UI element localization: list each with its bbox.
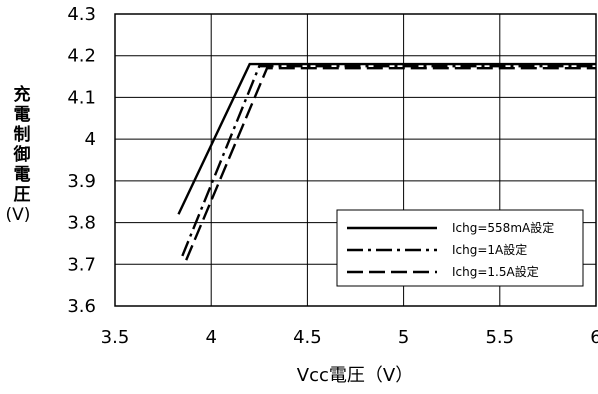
y-axis-label-char: 電: [14, 165, 31, 185]
x-tick-label: 6: [590, 327, 598, 348]
legend-label-3: Ichg=1.5A設定: [452, 264, 539, 279]
y-axis-label-char: 制: [14, 124, 31, 145]
y-axis-label-char: 充: [14, 84, 31, 105]
x-tick-label: 3.5: [101, 327, 130, 348]
y-axis-label-char: 圧: [14, 185, 31, 205]
legend-label-1: Ichg=558mA設定: [452, 220, 554, 235]
y-tick-labels: 3.6 3.7 3.8 3.9 4 4.1 4.2 4.3: [67, 4, 96, 317]
y-tick-label: 3.7: [67, 254, 96, 275]
x-tick-labels: 3.5 4 4.5 5 5.5 6: [101, 327, 598, 348]
y-tick-label: 4.1: [67, 87, 96, 108]
series-line-1: [177, 62, 596, 215]
y-axis-label-char: (V): [6, 205, 31, 225]
series-lines: [177, 62, 596, 261]
legend-box: [336, 209, 584, 287]
y-tick-label: 3.9: [67, 171, 96, 192]
legend-label-2: Ichg=1A設定: [452, 242, 527, 257]
y-tick-label: 4.2: [67, 46, 96, 67]
series-line-2: [181, 64, 596, 257]
x-tick-label: 4: [205, 327, 216, 348]
y-tick-label: 4.3: [67, 4, 96, 25]
y-tick-label: 3.8: [67, 213, 96, 234]
x-tick-label: 4.5: [293, 327, 322, 348]
x-axis-label: Vcc電圧（V）: [297, 365, 413, 386]
y-tick-label: 3.6: [67, 296, 96, 317]
x-tick-label: 5.5: [485, 327, 514, 348]
y-axis-label-char: 電: [14, 105, 31, 125]
y-tick-label: 4: [85, 129, 96, 150]
x-tick-label: 5: [398, 327, 409, 348]
series-line-3: [185, 67, 596, 261]
y-axis-label-char: 御: [13, 144, 31, 165]
legend: Ichg=558mA設定 Ichg=1A設定 Ichg=1.5A設定: [336, 209, 584, 287]
